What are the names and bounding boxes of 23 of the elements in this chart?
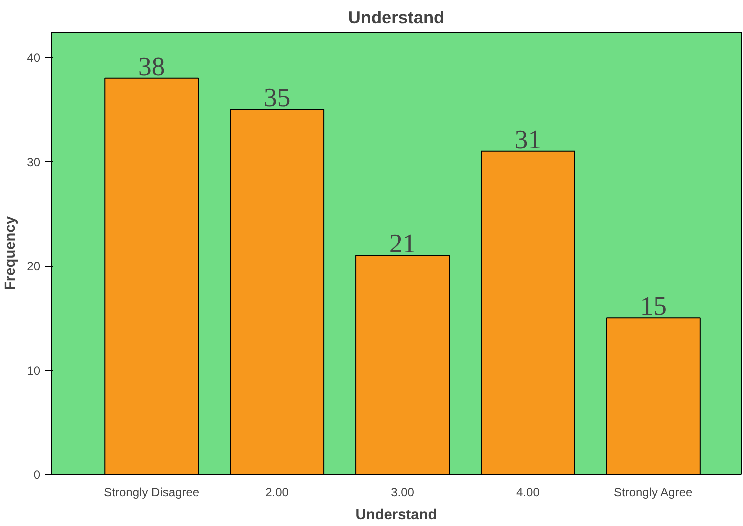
bar [230,109,325,474]
bar [104,78,200,474]
y-tick-label: 30 [27,155,41,170]
x-axis-title: Understand [356,508,438,524]
x-tick-label: Strongly Agree [614,486,694,500]
data-label: 35 [264,82,291,113]
y-tick-label: 20 [27,260,41,274]
chart-title: Understand [348,8,445,28]
bar [606,318,701,474]
data-label: 21 [389,228,416,259]
bar [356,255,450,474]
data-label: 15 [640,291,668,322]
y-tick-label: 10 [27,364,41,378]
x-tick-label: 3.00 [391,486,415,500]
x-tick-label: 2.00 [266,486,290,500]
data-label: 38 [138,51,166,82]
y-tick-label: 40 [27,51,41,66]
x-tick-label: 4.00 [516,486,540,500]
data-label: 31 [514,124,542,154]
bar [480,150,576,474]
x-tick-label: Strongly Disagree [104,486,200,500]
y-tick-label: 0 [34,468,41,482]
y-axis-title: Frequency [3,216,20,291]
